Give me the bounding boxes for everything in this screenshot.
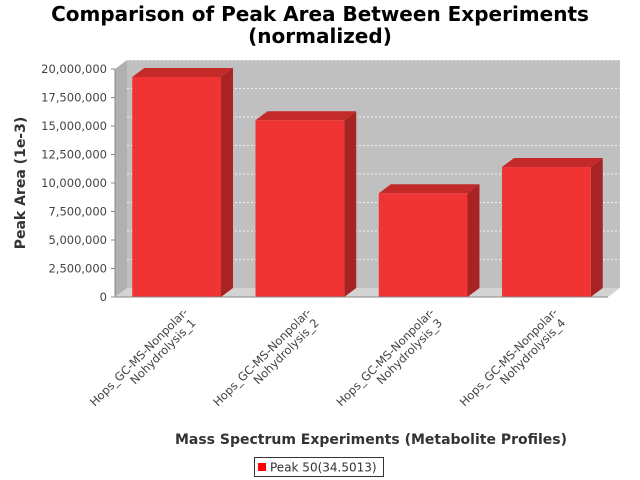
- bar-top: [255, 111, 357, 121]
- x-tick-label: Hops_GC-MS-Nonpolar-Nohydrolysis_1: [87, 305, 200, 418]
- y-axis: 0 2,500,000 5,000,000 7,500,000 10,000,000 12…: [41, 62, 116, 304]
- bar-top: [502, 158, 603, 168]
- plot-left-wall: [115, 60, 127, 297]
- chart-title: Comparison of Peak Area Between Experime…: [51, 2, 589, 26]
- bar-side: [590, 158, 603, 297]
- x-axis-label: Mass Spectrum Experiments (Metabolite Pr…: [175, 432, 567, 448]
- x-tick-label-line: Hops_GC-MS-Nonpolar-: [87, 305, 191, 409]
- y-tick-label: 10,000,000: [41, 176, 107, 190]
- bar-front: [502, 167, 591, 297]
- bar: [132, 67, 233, 297]
- legend-label: Peak 50(34.5013): [270, 461, 377, 475]
- x-tick-label-line: Hops_GC-MS-Nonpolar-: [210, 305, 314, 409]
- y-tick-label: 7,500,000: [48, 205, 107, 219]
- y-tick-label: 20,000,000: [41, 62, 107, 76]
- x-tick-label-line: Hops_GC-MS-Nonpolar-: [457, 305, 561, 409]
- y-axis-label: Peak Area (1e-3): [13, 117, 29, 250]
- y-tick-label: 17,500,000: [41, 91, 107, 105]
- y-tick-label: 2,500,000: [48, 262, 107, 276]
- bar-front: [132, 76, 221, 297]
- bar-top: [132, 67, 233, 77]
- x-tick-label-line: Hops_GC-MS-Nonpolar-: [333, 305, 437, 409]
- y-tick-label: 15,000,000: [41, 119, 107, 133]
- bar: [502, 158, 603, 297]
- bar: [255, 111, 357, 297]
- bar-front: [255, 120, 345, 297]
- bar-side: [467, 184, 480, 297]
- x-tick-label: Hops_GC-MS-Nonpolar-Nohydrolysis_3: [333, 305, 446, 418]
- bar-side: [220, 67, 233, 297]
- x-tick-label: Hops_GC-MS-Nonpolar-Nohydrolysis_2: [210, 305, 323, 418]
- x-axis: Hops_GC-MS-Nonpolar-Nohydrolysis_1 Hops_G…: [87, 296, 608, 418]
- legend-box: [254, 457, 384, 477]
- legend: Peak 50(34.5013): [254, 457, 384, 477]
- bar-side: [344, 111, 357, 297]
- bar-front: [378, 193, 468, 297]
- legend-swatch: [258, 463, 266, 471]
- bar: [378, 184, 480, 297]
- x-tick-label: Hops_GC-MS-Nonpolar-Nohydrolysis_4: [457, 305, 570, 418]
- bars: [132, 67, 603, 297]
- y-tick-label: 5,000,000: [48, 233, 107, 247]
- chart-subtitle: (normalized): [248, 24, 392, 48]
- y-tick-label: 0: [100, 290, 107, 304]
- plot-floor: [115, 288, 620, 297]
- bar-top: [378, 184, 480, 194]
- y-tick-label: 12,500,000: [41, 148, 107, 162]
